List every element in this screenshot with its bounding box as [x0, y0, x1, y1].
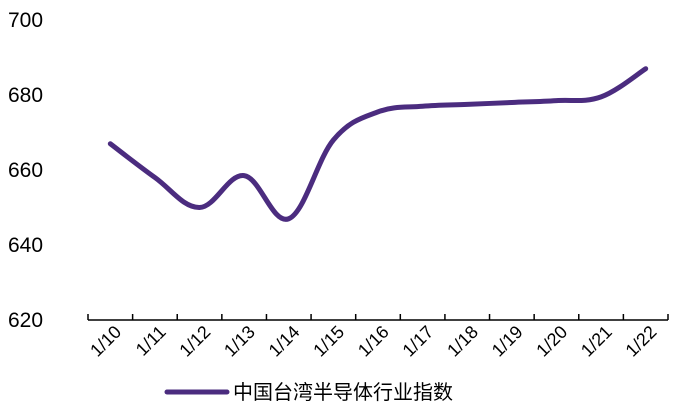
x-tick-label: 1/11: [132, 322, 170, 360]
series-line: [107, 66, 649, 222]
y-tick-label: 700: [8, 9, 43, 32]
x-tick-label: 1/10: [86, 322, 125, 361]
x-tick-label: 1/13: [220, 322, 259, 361]
x-tick-label: 1/14: [265, 322, 304, 361]
x-tick-label: 1/19: [488, 322, 527, 361]
x-axis-tick-labels: 1/10 1/11 1/12 1/13 1/14 1/15 1/16 1/17 1/18 1/19…: [86, 322, 660, 361]
legend: 中国台湾半导体行业指数: [164, 380, 453, 404]
x-tick-label: 1/16: [354, 322, 393, 361]
x-tick-label: 1/20: [532, 322, 571, 361]
y-tick-label: 660: [8, 159, 43, 182]
y-tick-label: 680: [8, 84, 43, 107]
y-tick-label: 640: [8, 234, 43, 257]
y-tick-label: 620: [8, 309, 43, 332]
x-tick-label: 1/12: [175, 322, 214, 361]
x-tick-label: 1/22: [622, 322, 661, 361]
x-tick-label: 1/17: [399, 322, 438, 361]
y-axis-ticks: 620 640 660 680 700: [8, 9, 43, 332]
x-tick-label: 1/18: [443, 322, 482, 361]
x-tick-label: 1/21: [577, 322, 616, 361]
x-axis-tick-marks: [87, 314, 669, 320]
x-tick-label: 1/15: [309, 322, 348, 361]
legend-label: 中国台湾半导体行业指数: [233, 380, 453, 404]
